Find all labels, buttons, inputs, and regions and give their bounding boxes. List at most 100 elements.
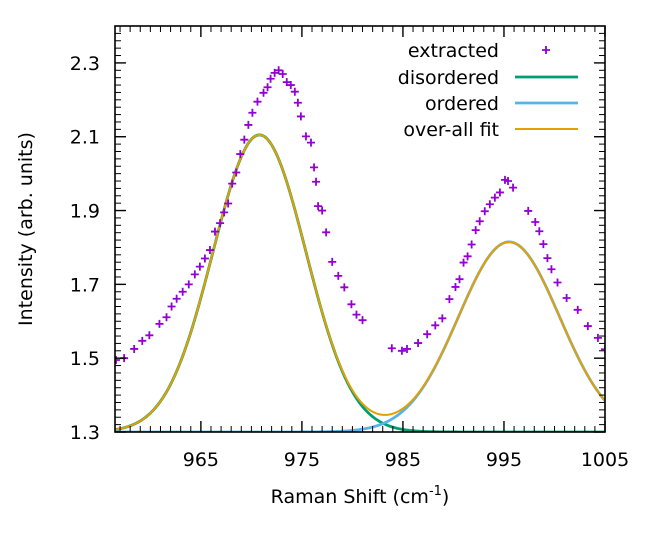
data-point xyxy=(322,228,331,237)
data-point xyxy=(195,262,204,271)
data-point xyxy=(583,322,592,331)
data-point xyxy=(115,356,121,365)
x-axis-label-end: ) xyxy=(442,486,449,508)
data-point xyxy=(340,283,349,292)
tick-labels: 965 975 985 995 1005 1.3 1.5 1.7 1.9 2.1 2.3 xyxy=(70,53,629,471)
data-point xyxy=(463,252,472,261)
data-point xyxy=(224,199,233,208)
data-point xyxy=(539,240,548,249)
data-point xyxy=(200,254,209,263)
series-line-over-all-fit xyxy=(115,133,605,431)
data-point xyxy=(414,339,423,348)
plot-frame xyxy=(114,25,606,433)
data-point xyxy=(531,217,540,226)
data-point xyxy=(216,219,225,228)
data-point xyxy=(278,69,287,78)
data-point xyxy=(562,294,571,303)
data-point xyxy=(334,271,343,280)
data-point xyxy=(259,88,268,97)
data-point xyxy=(274,66,283,75)
curves xyxy=(115,133,605,432)
data-point xyxy=(263,83,272,92)
data-point xyxy=(601,345,605,354)
x-axis-label-sup: -1 xyxy=(429,484,442,499)
data-point xyxy=(162,313,171,322)
data-point xyxy=(352,310,361,319)
data-point xyxy=(167,302,176,311)
plot-area xyxy=(115,66,605,432)
data-point xyxy=(307,138,315,147)
y-tick-label: 1.3 xyxy=(70,422,100,444)
data-point xyxy=(445,295,454,304)
data-point xyxy=(573,305,582,314)
y-axis-label: Intensity (arb. units) xyxy=(15,132,37,326)
data-point xyxy=(253,97,262,106)
data-point xyxy=(475,217,484,226)
data-point xyxy=(455,275,464,284)
data-point xyxy=(293,98,302,107)
x-axis-label-main: Raman Shift (cm xyxy=(271,486,429,508)
y-tick-label: 1.9 xyxy=(70,201,100,223)
data-point xyxy=(467,240,476,249)
data-point xyxy=(301,132,310,141)
data-point xyxy=(431,321,440,330)
data-point xyxy=(438,314,447,323)
data-point xyxy=(459,258,468,267)
y-tick-label: 2.1 xyxy=(70,127,100,149)
data-point xyxy=(524,206,533,215)
data-point xyxy=(402,344,411,353)
data-point xyxy=(397,346,406,355)
legend-marker xyxy=(542,46,550,54)
data-point xyxy=(485,200,494,209)
legend-label: over-all fit xyxy=(403,119,499,141)
data-point xyxy=(314,202,323,211)
data-point xyxy=(451,282,460,291)
data-point xyxy=(296,112,305,121)
data-point xyxy=(593,333,602,342)
data-points xyxy=(115,66,605,365)
data-point xyxy=(228,179,237,188)
data-point xyxy=(184,280,193,289)
x-tick-label: 985 xyxy=(385,449,421,471)
data-point xyxy=(290,87,299,96)
data-point xyxy=(138,336,147,345)
data-point xyxy=(190,270,199,279)
data-point xyxy=(286,81,295,90)
data-point xyxy=(236,150,245,159)
legend-label: extracted xyxy=(408,40,499,62)
data-point xyxy=(310,163,319,172)
legend: extracted disordered ordered over-all fit xyxy=(398,40,578,141)
data-point xyxy=(240,135,249,144)
data-point xyxy=(480,207,489,216)
data-point xyxy=(387,344,396,353)
data-point xyxy=(145,331,154,340)
data-point xyxy=(535,227,544,236)
data-point xyxy=(509,183,518,192)
data-point xyxy=(172,294,181,303)
data-point xyxy=(490,193,499,202)
data-point xyxy=(347,300,356,309)
x-tick-label: 995 xyxy=(486,449,522,471)
y-tick-label: 2.3 xyxy=(70,53,100,75)
data-point xyxy=(205,246,214,255)
legend-label: disordered xyxy=(398,67,499,89)
data-point xyxy=(553,278,562,287)
data-point xyxy=(270,68,279,77)
data-point xyxy=(495,188,504,197)
data-point xyxy=(328,257,337,266)
x-tick-label: 965 xyxy=(183,449,219,471)
data-point xyxy=(178,287,187,296)
data-point xyxy=(312,177,321,186)
x-tick-label: 975 xyxy=(284,449,320,471)
data-point xyxy=(358,316,367,325)
y-tick-label: 1.7 xyxy=(70,274,100,296)
data-point xyxy=(504,177,513,186)
x-axis-label: Raman Shift (cm-1) xyxy=(271,484,450,508)
data-point xyxy=(282,78,291,87)
data-point xyxy=(232,168,241,177)
legend-label: ordered xyxy=(425,93,499,115)
data-point xyxy=(547,265,556,274)
data-point xyxy=(543,254,552,263)
x-tick-label: 1005 xyxy=(581,449,629,471)
